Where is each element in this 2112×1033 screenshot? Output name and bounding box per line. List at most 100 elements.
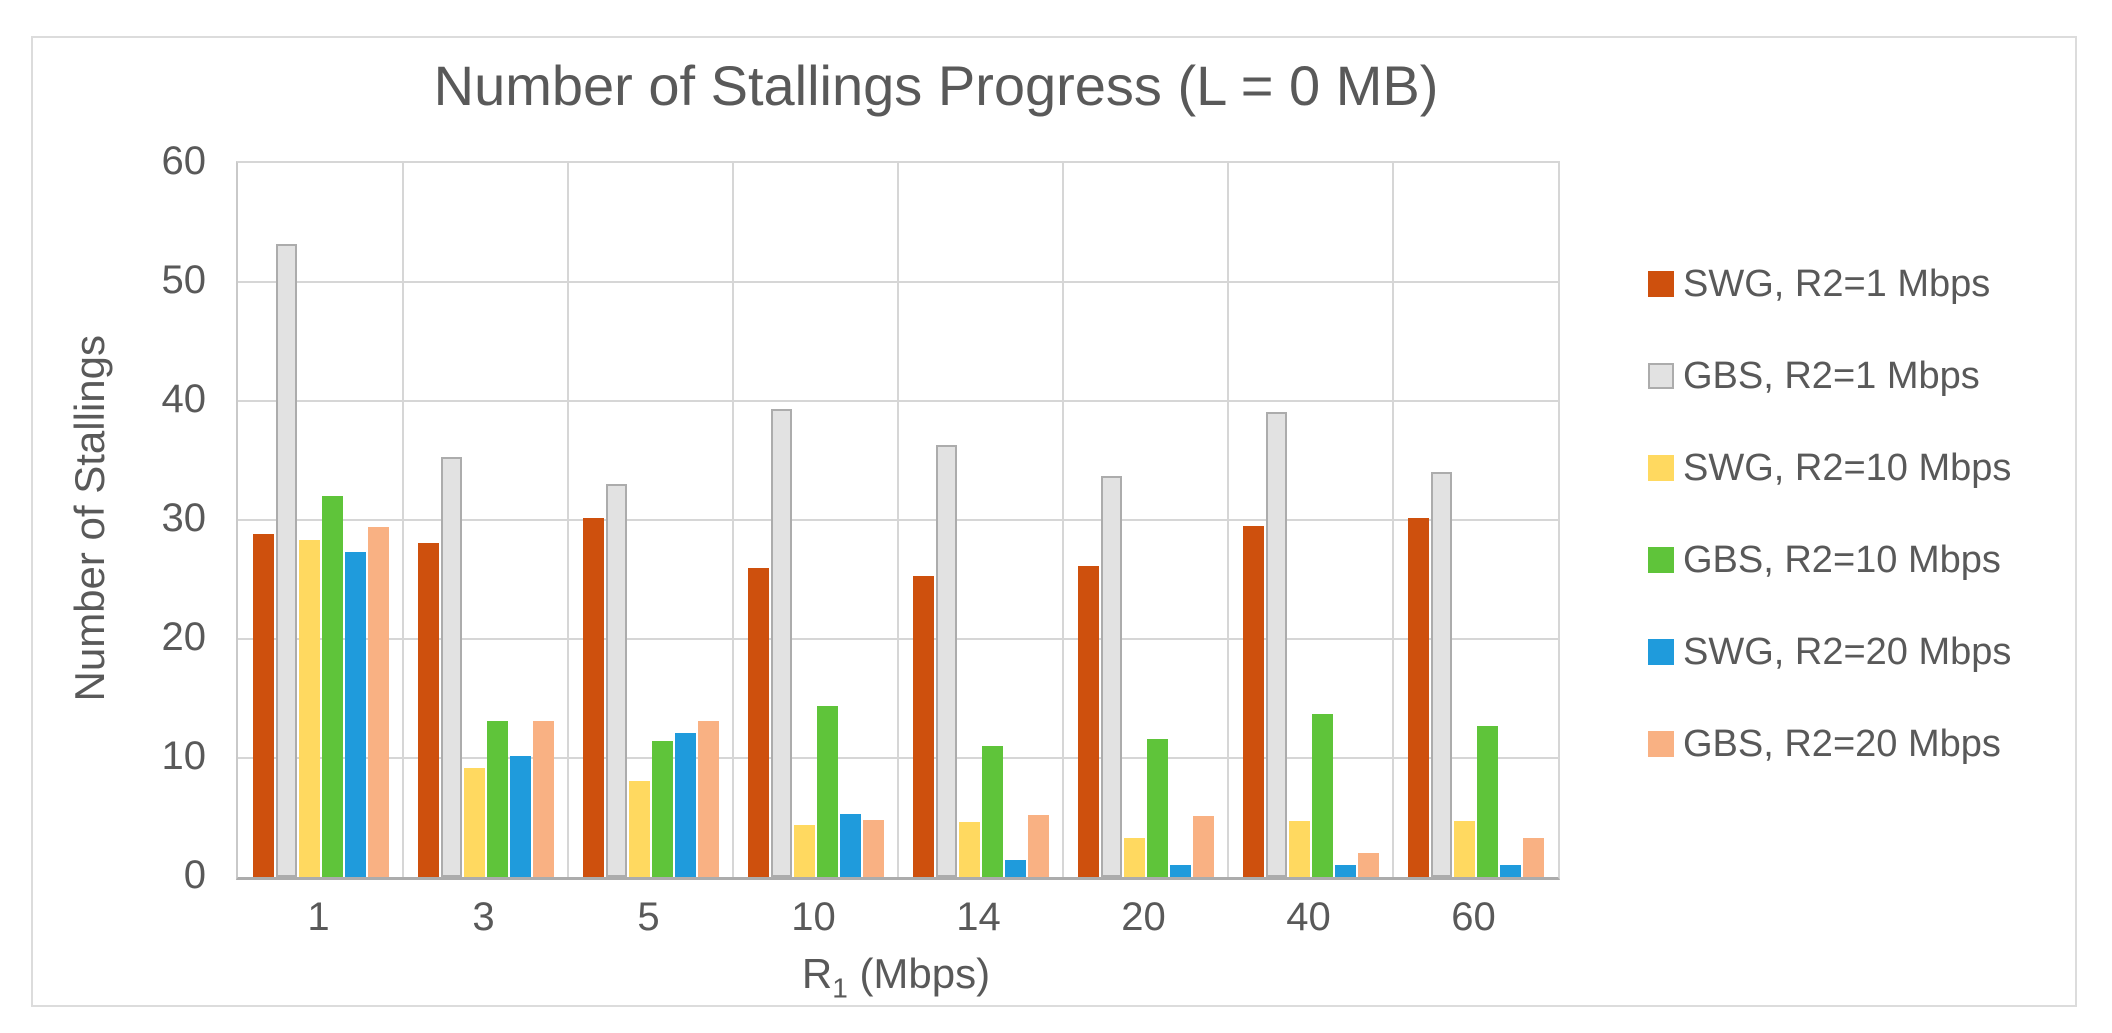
- legend-swatch-icon: [1648, 455, 1674, 481]
- bar: [651, 741, 673, 877]
- bar: [252, 534, 274, 877]
- bar: [275, 243, 297, 877]
- legend-label: SWG, R2=1 Mbps: [1683, 262, 1991, 305]
- bar: [1499, 865, 1521, 877]
- bar: [1407, 517, 1429, 877]
- bar: [674, 733, 696, 877]
- bar: [344, 552, 366, 877]
- legend-item: SWG, R2=10 Mbps: [1648, 447, 2011, 489]
- bar: [958, 822, 980, 877]
- legend-item: GBS, R2=10 Mbps: [1648, 539, 2011, 581]
- bar: [509, 755, 531, 877]
- x-axis-tick-labels: 1 3 5 10 14 20 40 60: [236, 893, 1556, 941]
- legend-swatch-icon: [1648, 547, 1674, 573]
- bar: [532, 721, 554, 877]
- bar: [367, 527, 389, 877]
- legend-swatch-icon: [1648, 731, 1674, 757]
- gridline-vertical: [402, 163, 404, 877]
- bar-group-r1-20: [1063, 163, 1228, 877]
- plot-area: [236, 161, 1560, 880]
- y-tick-label: 60: [161, 139, 207, 183]
- x-tick-label: 14: [956, 895, 1001, 939]
- bar: [1453, 821, 1475, 877]
- bar: [1522, 837, 1544, 877]
- legend-item: SWG, R2=1 Mbps: [1648, 263, 2011, 305]
- legend-label: GBS, R2=1 Mbps: [1683, 354, 1980, 397]
- bar: [1430, 472, 1452, 877]
- y-tick-label: 10: [161, 734, 207, 778]
- x-tick-label: 10: [791, 895, 836, 939]
- x-axis-title: R1 (Mbps): [236, 948, 1556, 1004]
- bar: [1265, 411, 1287, 877]
- x-tick-label: 3: [472, 895, 495, 939]
- y-tick-label: 30: [161, 496, 207, 540]
- gridline-vertical: [897, 163, 899, 877]
- bar-group-r1-40: [1228, 163, 1393, 877]
- bar-group-r1-1: [238, 163, 403, 877]
- bar: [486, 721, 508, 877]
- bar-group-r1-3: [403, 163, 568, 877]
- bar: [1357, 853, 1379, 877]
- x-axis-title-subscript: 1: [832, 972, 848, 1004]
- bar: [582, 517, 604, 877]
- gridline-vertical: [1392, 163, 1394, 877]
- bar-group-r1-10: [733, 163, 898, 877]
- bar: [321, 496, 343, 877]
- bar: [1077, 566, 1099, 877]
- bar: [839, 813, 861, 877]
- bar: [605, 484, 627, 877]
- bar: [440, 456, 462, 877]
- bar: [1311, 713, 1333, 877]
- bar: [912, 575, 934, 877]
- gridline-vertical: [567, 163, 569, 877]
- bar: [793, 824, 815, 877]
- bar: [747, 567, 769, 877]
- bar: [1146, 738, 1168, 877]
- bar: [816, 705, 838, 877]
- bar: [298, 540, 320, 877]
- gridline-vertical: [732, 163, 734, 877]
- bar: [935, 445, 957, 877]
- y-tick-label: 50: [161, 258, 207, 302]
- bar: [628, 780, 650, 877]
- legend-label: SWG, R2=20 Mbps: [1683, 630, 2012, 673]
- bar: [1169, 865, 1191, 877]
- bar: [697, 721, 719, 877]
- x-tick-label: 40: [1286, 895, 1331, 939]
- bars-layer: [238, 163, 1558, 877]
- bar: [1100, 475, 1122, 877]
- legend-swatch-icon: [1648, 271, 1674, 297]
- bar: [1027, 815, 1049, 877]
- y-tick-label: 0: [183, 853, 206, 897]
- x-tick-label: 60: [1451, 895, 1496, 939]
- legend-label: SWG, R2=10 Mbps: [1683, 446, 2012, 489]
- bar: [1334, 865, 1356, 877]
- bar: [417, 542, 439, 877]
- gridline-vertical: [1062, 163, 1064, 877]
- y-tick-label: 40: [161, 377, 207, 421]
- bar: [862, 819, 884, 877]
- bar: [1123, 837, 1145, 877]
- x-axis-title-base: R: [801, 950, 833, 997]
- chart-title: Number of Stallings Progress (L = 0 MB): [433, 54, 1439, 117]
- bar: [1192, 816, 1214, 877]
- legend-item: GBS, R2=20 Mbps: [1648, 723, 2011, 765]
- bar: [981, 746, 1003, 877]
- legend-item: GBS, R2=1 Mbps: [1648, 355, 2011, 397]
- bar-group-r1-14: [898, 163, 1063, 877]
- legend-label: GBS, R2=10 Mbps: [1683, 538, 2001, 581]
- x-tick-label: 1: [307, 895, 330, 939]
- legend-label: GBS, R2=20 Mbps: [1683, 722, 2001, 765]
- gridline-vertical: [1227, 163, 1229, 877]
- legend-swatch-icon: [1648, 639, 1674, 665]
- x-axis-title-unit: (Mbps): [847, 950, 991, 997]
- bar-group-r1-5: [568, 163, 733, 877]
- bar: [1476, 725, 1498, 877]
- legend: SWG, R2=1 Mbps GBS, R2=1 Mbps SWG, R2=10 M…: [1648, 263, 2012, 765]
- bar: [463, 767, 485, 877]
- bar: [1242, 525, 1264, 877]
- y-tick-label: 20: [161, 615, 207, 659]
- bar-group-r1-60: [1393, 163, 1558, 877]
- bar: [1288, 821, 1310, 877]
